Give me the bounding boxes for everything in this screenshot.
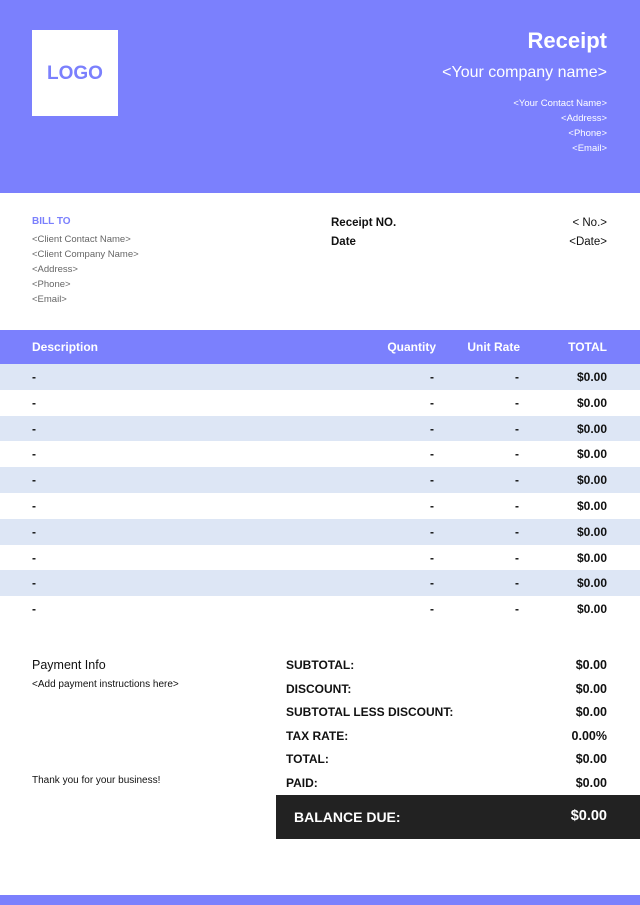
logo-box: LOGO xyxy=(32,30,118,116)
cell: - xyxy=(515,395,519,410)
summary-label: DISCOUNT: xyxy=(286,681,352,696)
info-label: Receipt NO. xyxy=(331,217,397,229)
column-header: Description xyxy=(32,340,99,354)
client-line: <Phone> xyxy=(32,279,71,290)
column-header: Quantity xyxy=(387,340,436,354)
cell: - xyxy=(515,473,519,488)
cell: - xyxy=(430,550,434,565)
client-line: <Client Contact Name> xyxy=(32,234,131,245)
balance-label: BALANCE DUE: xyxy=(294,809,401,825)
row-stripe xyxy=(0,467,640,493)
cell: $0.00 xyxy=(576,447,607,462)
cell: - xyxy=(32,447,36,462)
company-name: <Your company name> xyxy=(442,64,607,81)
payment-instructions: <Add payment instructions here> xyxy=(32,679,179,690)
cell: $0.00 xyxy=(576,602,607,617)
info-value: < No.> xyxy=(572,217,607,229)
summary-label: TOTAL: xyxy=(286,752,329,767)
cell: - xyxy=(32,473,36,488)
cell: - xyxy=(430,473,434,488)
contact-line: <Your Contact Name> xyxy=(513,98,607,109)
cell: - xyxy=(515,602,519,617)
payment-title: Payment Info xyxy=(32,658,106,672)
bill-to-label: BILL TO xyxy=(32,216,71,227)
cell: $0.00 xyxy=(576,421,607,436)
table-header xyxy=(0,330,640,364)
cell: $0.00 xyxy=(576,524,607,539)
contact-line: <Phone> xyxy=(568,128,607,139)
cell: - xyxy=(430,576,434,591)
column-header: Unit Rate xyxy=(467,340,520,354)
client-line: <Client Company Name> xyxy=(32,249,139,260)
cell: - xyxy=(515,421,519,436)
summary-value: $0.00 xyxy=(575,681,607,696)
client-line: <Email> xyxy=(32,294,67,305)
contact-line: <Email> xyxy=(572,143,607,154)
summary-label: PAID: xyxy=(286,776,318,790)
balance-box: BALANCE DUE: $0.00 xyxy=(276,795,640,839)
column-header: TOTAL xyxy=(568,340,607,354)
cell: - xyxy=(515,499,519,513)
cell: - xyxy=(430,447,434,462)
thanks: Thank you for your business! xyxy=(32,775,161,786)
cell: - xyxy=(32,576,36,591)
cell: $0.00 xyxy=(576,576,607,591)
summary-label: SUBTOTAL: xyxy=(286,658,355,672)
cell: - xyxy=(32,602,36,617)
row-stripe xyxy=(0,415,640,442)
cell: - xyxy=(32,370,36,384)
cell: $0.00 xyxy=(576,473,607,488)
balance-value: $0.00 xyxy=(570,808,607,824)
summary-value: 0.00% xyxy=(571,728,607,743)
logo-text: LOGO xyxy=(47,63,103,84)
cell: - xyxy=(32,395,36,410)
info-value: <Date> xyxy=(569,236,607,248)
row-stripe xyxy=(0,518,640,545)
summary-value: $0.00 xyxy=(575,705,607,720)
cell: - xyxy=(430,524,434,539)
cell: $0.00 xyxy=(576,395,607,410)
cell: - xyxy=(32,524,36,539)
cell: $0.00 xyxy=(576,370,607,384)
summary-label: SUBTOTAL LESS DISCOUNT: xyxy=(286,705,454,720)
info-label: Date xyxy=(331,236,356,248)
row-stripe xyxy=(0,570,640,597)
cell: - xyxy=(32,550,36,565)
cell: - xyxy=(515,576,519,591)
cell: - xyxy=(430,499,434,513)
cell: - xyxy=(430,421,434,436)
summary-label: TAX RATE: xyxy=(286,728,349,743)
summary-value: $0.00 xyxy=(575,658,607,672)
cell: - xyxy=(430,602,434,617)
summary-value: $0.00 xyxy=(575,776,607,790)
cell: - xyxy=(430,395,434,410)
footer-band xyxy=(0,895,640,905)
cell: - xyxy=(515,524,519,539)
cell: - xyxy=(515,370,519,384)
contact-line: <Address> xyxy=(561,113,607,124)
title: Receipt xyxy=(527,28,607,53)
cell: - xyxy=(32,499,36,513)
cell: $0.00 xyxy=(576,550,607,565)
cell: - xyxy=(32,421,36,436)
cell: - xyxy=(430,370,434,384)
cell: - xyxy=(515,447,519,462)
row-stripe xyxy=(0,364,640,390)
client-line: <Address> xyxy=(32,264,78,275)
summary-value: $0.00 xyxy=(575,752,607,767)
cell: - xyxy=(515,550,519,565)
cell: $0.00 xyxy=(576,499,607,513)
